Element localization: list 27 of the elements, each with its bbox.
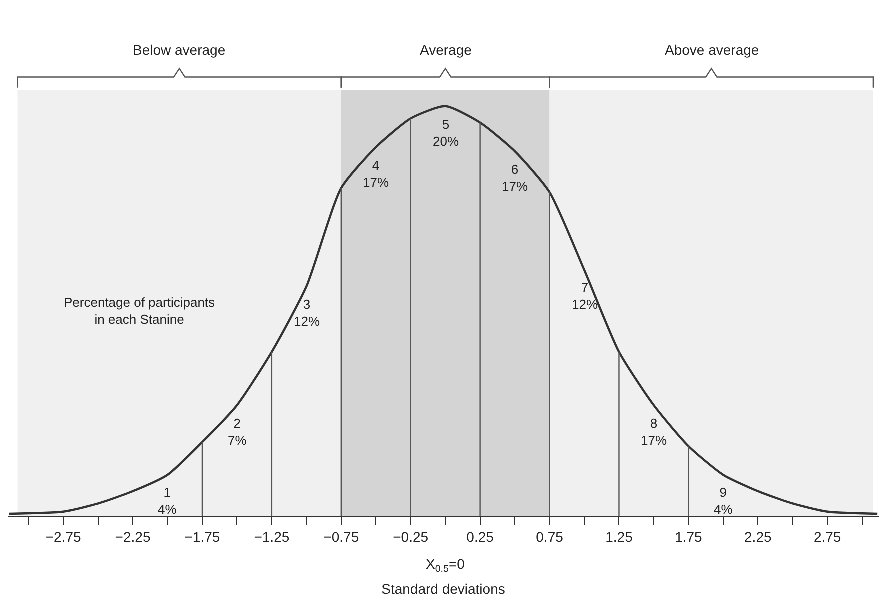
annotation: 1 4% [158, 485, 178, 517]
band-label: Average [420, 42, 472, 58]
x-tick-label: −2.25 [115, 528, 151, 545]
annotation: 8 17% [641, 416, 668, 448]
x-tick-label: 2.75 [814, 528, 842, 545]
annotation: 4 17% [363, 158, 390, 190]
x-tick-label: 0.25 [466, 528, 494, 545]
annotation: 9 4% [714, 485, 734, 517]
x-axis-title: Standard deviations [382, 581, 506, 598]
annotation: 5 20% [433, 117, 460, 149]
x-tick-label: −1.25 [254, 528, 290, 545]
annotation: 2 7% [228, 416, 248, 448]
x-tick-label: −1.75 [184, 528, 220, 545]
annotation: 3 12% [294, 297, 320, 329]
annotation: 6 17% [502, 162, 528, 194]
x-tick-label: 1.25 [606, 528, 634, 545]
annotation: 7 12% [572, 280, 598, 312]
x-tick-label: −0.75 [324, 528, 360, 545]
x-tick-label: 0.75 [536, 528, 564, 545]
band-label: Below average [133, 42, 226, 58]
x-tick-label: −0.25 [393, 528, 429, 545]
x-tick-label: 1.75 [675, 528, 703, 545]
x-tick-label: 2.25 [744, 528, 772, 545]
x-tick-label: −2.75 [46, 528, 82, 545]
text: X$_{0.5}$=0 [426, 556, 466, 575]
band-label: Above average [665, 42, 760, 58]
annotation: Percentage of participants in each Stanine [64, 295, 216, 327]
